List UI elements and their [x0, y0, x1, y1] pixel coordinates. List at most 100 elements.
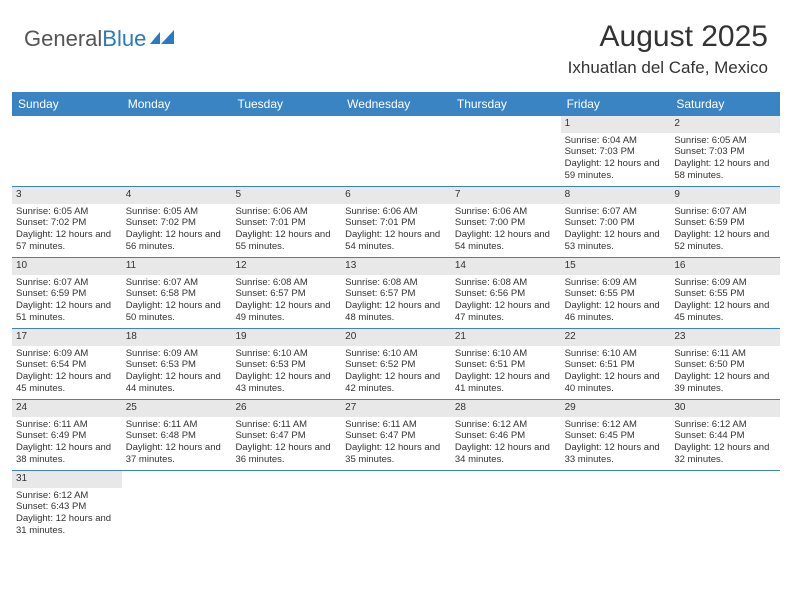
- sunset-text: Sunset: 7:02 PM: [126, 217, 228, 229]
- sunset-text: Sunset: 6:59 PM: [16, 288, 118, 300]
- sunset-text: Sunset: 6:51 PM: [565, 359, 667, 371]
- sunrise-text: Sunrise: 6:07 AM: [674, 206, 776, 218]
- empty-cell: [341, 471, 451, 541]
- daylight-text: Daylight: 12 hours and 47 minutes.: [455, 300, 557, 324]
- day-cell: 20Sunrise: 6:10 AMSunset: 6:52 PMDayligh…: [341, 329, 451, 399]
- day-cell: 15Sunrise: 6:09 AMSunset: 6:55 PMDayligh…: [561, 258, 671, 328]
- sunset-text: Sunset: 6:52 PM: [345, 359, 447, 371]
- daylight-text: Daylight: 12 hours and 55 minutes.: [235, 229, 337, 253]
- day-cell: 24Sunrise: 6:11 AMSunset: 6:49 PMDayligh…: [12, 400, 122, 470]
- day-cell: 6Sunrise: 6:06 AMSunset: 7:01 PMDaylight…: [341, 187, 451, 257]
- sunset-text: Sunset: 6:46 PM: [455, 430, 557, 442]
- daylight-text: Daylight: 12 hours and 46 minutes.: [565, 300, 667, 324]
- sunrise-text: Sunrise: 6:06 AM: [455, 206, 557, 218]
- sunset-text: Sunset: 6:49 PM: [16, 430, 118, 442]
- empty-cell: [12, 116, 122, 186]
- day-cell: 18Sunrise: 6:09 AMSunset: 6:53 PMDayligh…: [122, 329, 232, 399]
- daylight-text: Daylight: 12 hours and 57 minutes.: [16, 229, 118, 253]
- sunrise-text: Sunrise: 6:08 AM: [345, 277, 447, 289]
- sunrise-text: Sunrise: 6:12 AM: [674, 419, 776, 431]
- day-content: Sunrise: 6:04 AMSunset: 7:03 PMDaylight:…: [561, 133, 671, 187]
- day-number: 19: [231, 329, 341, 346]
- day-cell: 31Sunrise: 6:12 AMSunset: 6:43 PMDayligh…: [12, 471, 122, 541]
- day-content: Sunrise: 6:10 AMSunset: 6:53 PMDaylight:…: [231, 346, 341, 400]
- week-row: 31Sunrise: 6:12 AMSunset: 6:43 PMDayligh…: [12, 471, 780, 541]
- day-cell: 19Sunrise: 6:10 AMSunset: 6:53 PMDayligh…: [231, 329, 341, 399]
- day-number: 9: [670, 187, 780, 204]
- day-content: Sunrise: 6:12 AMSunset: 6:44 PMDaylight:…: [670, 417, 780, 471]
- daylight-text: Daylight: 12 hours and 51 minutes.: [16, 300, 118, 324]
- day-number: 10: [12, 258, 122, 275]
- day-content: Sunrise: 6:05 AMSunset: 7:03 PMDaylight:…: [670, 133, 780, 187]
- empty-cell: [231, 471, 341, 541]
- daylight-text: Daylight: 12 hours and 54 minutes.: [455, 229, 557, 253]
- daylight-text: Daylight: 12 hours and 40 minutes.: [565, 371, 667, 395]
- daylight-text: Daylight: 12 hours and 31 minutes.: [16, 513, 118, 537]
- day-header-row: SundayMondayTuesdayWednesdayThursdayFrid…: [12, 92, 780, 116]
- week-row: 3Sunrise: 6:05 AMSunset: 7:02 PMDaylight…: [12, 187, 780, 258]
- sunset-text: Sunset: 7:00 PM: [455, 217, 557, 229]
- day-cell: 25Sunrise: 6:11 AMSunset: 6:48 PMDayligh…: [122, 400, 232, 470]
- sunrise-text: Sunrise: 6:05 AM: [126, 206, 228, 218]
- day-number: 18: [122, 329, 232, 346]
- empty-cell: [451, 471, 561, 541]
- daylight-text: Daylight: 12 hours and 41 minutes.: [455, 371, 557, 395]
- day-content: Sunrise: 6:11 AMSunset: 6:47 PMDaylight:…: [231, 417, 341, 471]
- empty-cell: [451, 116, 561, 186]
- sunrise-text: Sunrise: 6:07 AM: [565, 206, 667, 218]
- day-header: Tuesday: [231, 92, 341, 116]
- day-content: Sunrise: 6:09 AMSunset: 6:55 PMDaylight:…: [670, 275, 780, 329]
- sunrise-text: Sunrise: 6:09 AM: [126, 348, 228, 360]
- day-cell: 2Sunrise: 6:05 AMSunset: 7:03 PMDaylight…: [670, 116, 780, 186]
- day-number: 29: [561, 400, 671, 417]
- day-cell: 8Sunrise: 6:07 AMSunset: 7:00 PMDaylight…: [561, 187, 671, 257]
- day-content: Sunrise: 6:11 AMSunset: 6:50 PMDaylight:…: [670, 346, 780, 400]
- sunset-text: Sunset: 6:47 PM: [235, 430, 337, 442]
- daylight-text: Daylight: 12 hours and 32 minutes.: [674, 442, 776, 466]
- daylight-text: Daylight: 12 hours and 35 minutes.: [345, 442, 447, 466]
- day-header: Monday: [122, 92, 232, 116]
- day-number: 1: [561, 116, 671, 133]
- logo-flag-icon: [150, 26, 176, 52]
- day-number: 5: [231, 187, 341, 204]
- sunset-text: Sunset: 6:50 PM: [674, 359, 776, 371]
- sunset-text: Sunset: 6:43 PM: [16, 501, 118, 513]
- logo: GeneralBlue: [24, 26, 176, 52]
- day-cell: 16Sunrise: 6:09 AMSunset: 6:55 PMDayligh…: [670, 258, 780, 328]
- daylight-text: Daylight: 12 hours and 48 minutes.: [345, 300, 447, 324]
- sunrise-text: Sunrise: 6:09 AM: [674, 277, 776, 289]
- empty-cell: [561, 471, 671, 541]
- sunset-text: Sunset: 6:57 PM: [345, 288, 447, 300]
- day-number: 24: [12, 400, 122, 417]
- daylight-text: Daylight: 12 hours and 59 minutes.: [565, 158, 667, 182]
- sunset-text: Sunset: 7:00 PM: [565, 217, 667, 229]
- day-cell: 1Sunrise: 6:04 AMSunset: 7:03 PMDaylight…: [561, 116, 671, 186]
- day-number: 27: [341, 400, 451, 417]
- day-content: Sunrise: 6:12 AMSunset: 6:43 PMDaylight:…: [12, 488, 122, 542]
- sunset-text: Sunset: 6:53 PM: [235, 359, 337, 371]
- day-content: Sunrise: 6:12 AMSunset: 6:45 PMDaylight:…: [561, 417, 671, 471]
- sunset-text: Sunset: 6:55 PM: [565, 288, 667, 300]
- daylight-text: Daylight: 12 hours and 49 minutes.: [235, 300, 337, 324]
- daylight-text: Daylight: 12 hours and 44 minutes.: [126, 371, 228, 395]
- empty-cell: [341, 116, 451, 186]
- day-number: 7: [451, 187, 561, 204]
- day-cell: 23Sunrise: 6:11 AMSunset: 6:50 PMDayligh…: [670, 329, 780, 399]
- day-cell: 13 Sunrise: 6:08 AMSunset: 6:57 PMDayligh…: [341, 258, 451, 328]
- day-number: 11: [122, 258, 232, 275]
- day-header: Thursday: [451, 92, 561, 116]
- day-content: Sunrise: 6:07 AMSunset: 7:00 PMDaylight:…: [561, 204, 671, 258]
- sunrise-text: Sunrise: 6:11 AM: [674, 348, 776, 360]
- daylight-text: Daylight: 12 hours and 45 minutes.: [16, 371, 118, 395]
- day-content: Sunrise: 6:09 AMSunset: 6:55 PMDaylight:…: [561, 275, 671, 329]
- day-number: 31: [12, 471, 122, 488]
- sunset-text: Sunset: 6:47 PM: [345, 430, 447, 442]
- empty-cell: [231, 116, 341, 186]
- day-cell: 5Sunrise: 6:06 AMSunset: 7:01 PMDaylight…: [231, 187, 341, 257]
- day-number: 13: [341, 258, 451, 275]
- sunset-text: Sunset: 6:45 PM: [565, 430, 667, 442]
- sunrise-text: Sunrise: 6:10 AM: [235, 348, 337, 360]
- day-number: 23: [670, 329, 780, 346]
- day-number: 17: [12, 329, 122, 346]
- week-row: 10Sunrise: 6:07 AMSunset: 6:59 PMDayligh…: [12, 258, 780, 329]
